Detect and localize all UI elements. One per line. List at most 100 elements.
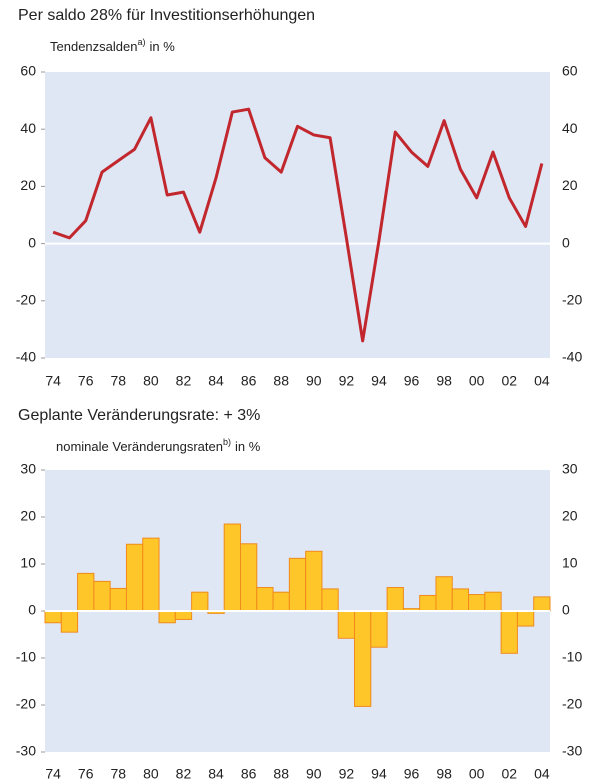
bar: [305, 550, 323, 612]
y-tick-label: 20: [20, 177, 36, 193]
bar: [419, 594, 437, 612]
bar: [533, 596, 551, 612]
x-tick-label: 88: [273, 766, 289, 782]
x-tick-label: 84: [208, 766, 224, 782]
bar: [516, 610, 535, 627]
x-tick-label: 02: [501, 373, 517, 389]
x-tick-label: 74: [45, 766, 61, 782]
y2-tick-label: -20: [562, 696, 582, 712]
bar: [500, 610, 518, 654]
y-tick-label: 40: [20, 120, 36, 136]
y2-tick-label: 20: [562, 508, 578, 524]
y2-tick-label: 40: [562, 120, 578, 136]
bar: [451, 588, 470, 612]
x-tick-label: 76: [78, 373, 94, 389]
x-tick-label: 82: [176, 766, 192, 782]
bar: [337, 610, 356, 639]
bar: [272, 591, 290, 612]
x-tick-label: 80: [143, 766, 159, 782]
bar: [142, 537, 160, 612]
subtitle-footnote: b): [223, 437, 231, 447]
bar: [239, 543, 258, 612]
bar: [468, 594, 486, 612]
bar: [223, 523, 241, 612]
x-tick-label: 00: [469, 373, 485, 389]
y-tick-label: 30: [20, 461, 36, 477]
y-tick-label: 20: [20, 508, 36, 524]
bar: [191, 591, 209, 612]
x-tick-label: 76: [78, 766, 94, 782]
chart-subtitle: nominale Veränderungsratenb) in %: [56, 437, 261, 454]
y2-tick-label: -10: [562, 649, 582, 665]
x-tick-label: 86: [241, 766, 257, 782]
bar: [370, 610, 388, 648]
bar: [109, 587, 127, 612]
bar: [321, 588, 339, 612]
x-tick-label: 78: [111, 373, 127, 389]
x-tick-label: 78: [111, 766, 127, 782]
y-tick-label: -10: [16, 649, 36, 665]
bar: [158, 610, 176, 624]
y-tick-label: 0: [28, 602, 36, 618]
subtitle-text: nominale Veränderungsraten: [56, 439, 223, 454]
x-tick-label: 82: [176, 373, 192, 389]
subtitle-text: in %: [149, 39, 175, 54]
subtitle-text: in %: [235, 439, 261, 454]
y-tick-label: -40: [16, 349, 36, 365]
y-tick-label: 10: [20, 555, 36, 571]
chart-title: Per saldo 28% für Investitionserhöhungen: [18, 7, 315, 24]
y2-tick-label: 0: [562, 602, 570, 618]
chart-subtitle: Tendenzsaldena) in %: [50, 37, 175, 54]
y-tick-label: -20: [16, 696, 36, 712]
y2-tick-label: -30: [562, 743, 582, 759]
y2-tick-label: 0: [562, 234, 570, 250]
x-tick-label: 88: [273, 373, 289, 389]
x-tick-label: 98: [436, 373, 452, 389]
x-tick-label: 04: [534, 373, 550, 389]
bar: [174, 610, 193, 620]
y2-tick-label: 60: [562, 63, 578, 79]
bar: [93, 580, 111, 612]
y-tick-label: 0: [28, 234, 36, 250]
bar: [77, 572, 95, 612]
x-tick-label: 98: [436, 766, 452, 782]
chart-title: Geplante Veränderungsrate: + 3%: [18, 407, 260, 424]
y2-tick-label: 10: [562, 555, 578, 571]
x-tick-label: 86: [241, 373, 257, 389]
x-tick-label: 02: [501, 766, 517, 782]
subtitle-footnote: a): [137, 37, 145, 47]
plot-area: [45, 72, 550, 358]
y-tick-label: -20: [16, 292, 36, 308]
x-tick-label: 84: [208, 373, 224, 389]
x-tick-label: 94: [371, 373, 387, 389]
x-tick-label: 74: [45, 373, 61, 389]
subtitle-text: Tendenzsalden: [50, 39, 137, 54]
x-tick-label: 80: [143, 373, 159, 389]
x-tick-label: 96: [404, 373, 420, 389]
bar: [484, 591, 502, 612]
x-tick-label: 94: [371, 766, 387, 782]
y-tick-label: 60: [20, 63, 36, 79]
bar: [354, 610, 372, 707]
x-tick-label: 96: [404, 766, 420, 782]
y2-tick-label: 30: [562, 461, 578, 477]
x-tick-label: 00: [469, 766, 485, 782]
bar: [44, 610, 62, 624]
x-tick-label: 90: [306, 373, 322, 389]
y2-tick-label: 20: [562, 177, 578, 193]
x-tick-label: 92: [339, 766, 355, 782]
line: [52, 107, 544, 343]
bar: [386, 587, 404, 612]
x-tick-label: 04: [534, 766, 550, 782]
bar: [256, 587, 274, 612]
y2-tick-label: -40: [562, 349, 582, 365]
bar: [435, 576, 453, 612]
x-tick-label: 90: [306, 766, 322, 782]
bar: [60, 610, 79, 633]
bar: [288, 557, 307, 612]
x-tick-label: 92: [339, 373, 355, 389]
y-tick-label: -30: [16, 743, 36, 759]
y2-tick-label: -20: [562, 292, 582, 308]
bar: [125, 543, 144, 612]
